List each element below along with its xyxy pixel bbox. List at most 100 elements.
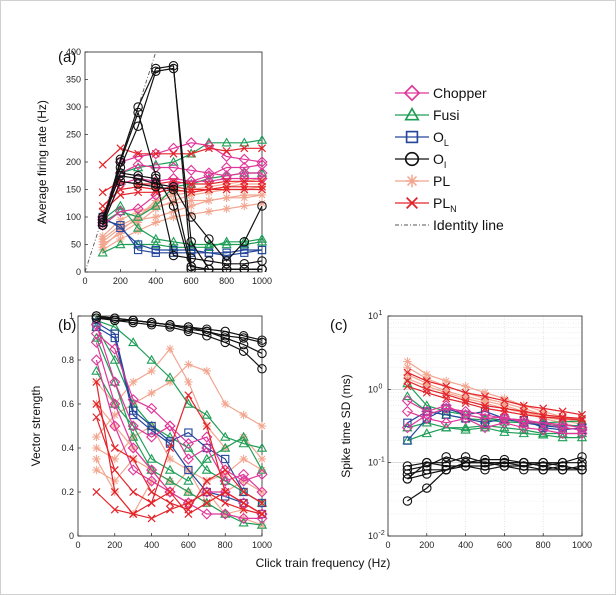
data-point-pl-stroke xyxy=(129,378,137,386)
data-point-pln-stroke xyxy=(116,144,125,153)
data-point-chopper xyxy=(576,424,588,436)
data-point-pl xyxy=(151,218,160,227)
data-point-chopper xyxy=(203,170,215,182)
data-point-pln-stroke xyxy=(92,378,101,386)
data-point-oi xyxy=(480,454,490,465)
series-line-fusi xyxy=(407,422,582,435)
data-point-pl xyxy=(204,207,214,216)
series-line-pln xyxy=(102,186,262,207)
data-point-chopper xyxy=(185,137,197,149)
data-point-pln xyxy=(461,388,470,397)
data-point-pln xyxy=(481,404,489,413)
data-point-chopper xyxy=(238,153,250,165)
series-line-pl xyxy=(102,183,262,248)
series-group xyxy=(90,311,268,530)
data-point-pl xyxy=(184,377,193,387)
data-point-pln-stroke xyxy=(239,499,248,507)
data-point-pl xyxy=(98,232,107,241)
data-point-chopper xyxy=(460,412,472,425)
data-point-pln-stroke xyxy=(461,399,470,408)
data-point-fusi xyxy=(518,428,529,438)
x-tick-label: 400 xyxy=(148,276,163,286)
data-point-oi xyxy=(441,457,451,468)
data-point-pln-stroke xyxy=(500,407,509,416)
data-point-pln-stroke xyxy=(110,488,119,496)
data-point-pl-stroke xyxy=(187,210,195,218)
legend-marker-fusi xyxy=(404,107,420,121)
data-point-fusi xyxy=(203,239,215,249)
data-point-pl xyxy=(257,421,267,431)
data-point-pln xyxy=(134,188,143,197)
data-point-pl-stroke xyxy=(185,361,192,368)
data-point-chopper xyxy=(203,167,215,179)
data-point-pln xyxy=(92,488,101,496)
y-tick-exponent: -2 xyxy=(379,530,385,537)
data-point-chopper xyxy=(238,512,250,524)
data-point-chopper xyxy=(109,376,121,388)
data-point-pln xyxy=(110,466,119,474)
data-point-pl-stroke xyxy=(134,208,142,215)
data-point-fusi xyxy=(201,464,212,474)
data-point-pl-stroke xyxy=(185,378,192,386)
x-tick-label: 200 xyxy=(113,276,128,286)
data-point-oi xyxy=(168,63,179,74)
data-point-pln-stroke xyxy=(92,488,101,496)
legend-label-subscript: N xyxy=(450,204,457,214)
data-point-pln xyxy=(239,499,248,507)
series-line-chopper xyxy=(407,407,583,429)
data-point-chopper xyxy=(421,409,433,421)
data-point-oi xyxy=(557,461,568,471)
data-point-pln xyxy=(539,404,548,413)
data-point-fusi xyxy=(183,398,194,408)
data-point-oi xyxy=(239,264,250,272)
data-point-chopper xyxy=(256,468,268,480)
data-point-pln xyxy=(116,191,125,199)
data-point-pln xyxy=(240,144,249,153)
data-point-pl xyxy=(184,360,193,369)
x-tick-label: 600 xyxy=(184,276,199,286)
data-point-pln xyxy=(92,378,101,386)
series-line-pln xyxy=(102,188,262,212)
data-point-pln xyxy=(147,488,156,496)
data-point-pln-stroke xyxy=(222,147,231,155)
data-point-fusi xyxy=(97,247,108,257)
data-point-pln-stroke xyxy=(98,188,107,197)
y-axis-label: Average firing rate (Hz) xyxy=(35,100,49,224)
data-point-oi xyxy=(577,457,587,468)
data-point-ol xyxy=(257,509,267,519)
data-point-ol xyxy=(539,421,548,430)
data-point-pl xyxy=(165,454,175,464)
data-point-pl-stroke xyxy=(240,455,247,463)
data-point-fusi xyxy=(128,337,139,347)
data-point-oi xyxy=(202,326,212,337)
identity-line xyxy=(84,51,157,272)
data-point-pln-stroke xyxy=(116,191,125,199)
data-point-oi xyxy=(402,496,413,506)
data-point-fusi xyxy=(115,239,126,249)
series-line-oi xyxy=(407,462,582,475)
data-point-pl-stroke xyxy=(93,433,100,441)
data-point-ol xyxy=(184,428,193,437)
data-point-chopper xyxy=(256,486,268,498)
data-point-pln xyxy=(240,185,249,194)
data-point-ol xyxy=(221,454,230,464)
y-tick-label: 10 xyxy=(368,458,378,468)
y-tick-label: 300 xyxy=(66,102,81,112)
data-point-pln xyxy=(129,510,138,518)
data-point-chopper xyxy=(114,205,126,218)
data-point-fusi xyxy=(201,453,212,463)
data-point-fusi xyxy=(168,156,179,166)
data-point-oi xyxy=(186,261,196,272)
data-point-pl xyxy=(147,366,156,376)
y-axis-label: Vector strength xyxy=(29,386,43,467)
data-point-pln-stroke xyxy=(147,499,156,507)
data-point-chopper xyxy=(127,394,139,406)
data-point-fusi xyxy=(256,442,268,452)
data-point-oi xyxy=(133,121,143,132)
data-point-chopper xyxy=(146,402,158,414)
data-point-oi xyxy=(441,452,451,462)
data-point-oi xyxy=(460,452,471,462)
data-point-pln-stroke xyxy=(151,149,160,158)
y-tick-label: 0.4 xyxy=(61,443,74,453)
